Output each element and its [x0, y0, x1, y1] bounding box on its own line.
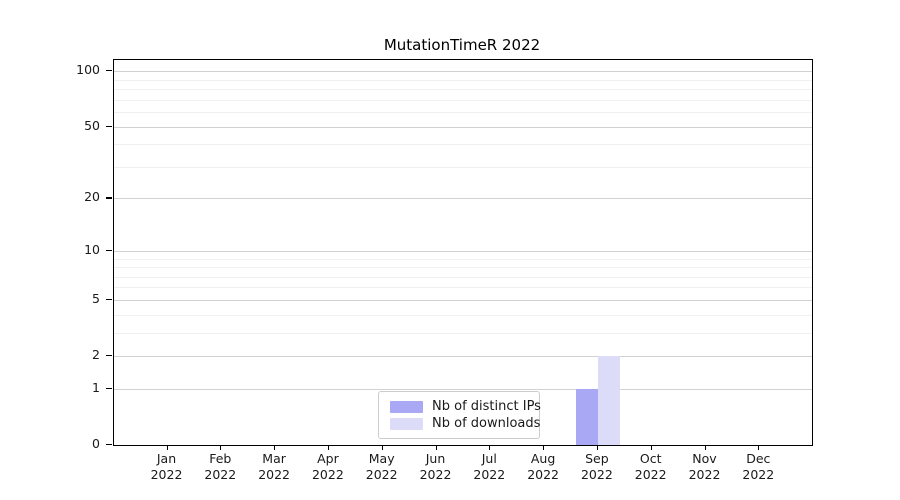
x-tick-label: Nov 2022 [688, 451, 721, 482]
legend-swatch-distinct-ips [390, 400, 423, 413]
gridline-minor [114, 276, 812, 278]
gridline-minor [114, 314, 812, 316]
gridline-minor [114, 267, 812, 268]
legend-label-distinct-ips: Nb of distinct IPs [432, 399, 541, 414]
x-tick-mark [596, 445, 599, 450]
y-tick-mark [106, 197, 112, 199]
y-tick-label: 5 [92, 290, 100, 306]
gridline-minor [114, 166, 812, 168]
y-tick-label: 100 [76, 62, 100, 78]
x-tick-mark [758, 445, 760, 450]
gridline-major [114, 126, 812, 128]
x-tick-label: Feb 2022 [204, 451, 237, 482]
y-tick-mark [106, 249, 112, 251]
gridline-major [114, 71, 812, 73]
y-tick-label: 20 [84, 189, 100, 205]
gridline-major [114, 250, 812, 252]
y-tick-mark [106, 387, 112, 390]
x-tick-mark [166, 445, 168, 450]
x-tick-mark [704, 445, 706, 450]
legend-row-distinct-ips: Nb of distinct IPs [390, 398, 541, 415]
x-tick-mark [220, 445, 222, 450]
bar-nb-of-distinct-ips [575, 388, 598, 445]
y-tick-label: 0 [92, 436, 100, 451]
x-tick-label: Oct 2022 [634, 451, 667, 482]
gridline-minor [114, 144, 812, 146]
bar-nb-of-downloads [597, 356, 620, 445]
legend-swatch-downloads [390, 417, 423, 430]
y-tick-mark [106, 70, 112, 72]
x-tick-label: Dec 2022 [742, 451, 775, 482]
gridline-minor [114, 112, 812, 114]
legend-row-downloads: Nb of downloads [390, 415, 540, 432]
x-tick-label: Aug 2022 [527, 451, 559, 482]
chart-title: MutationTimeR 2022 [383, 36, 541, 54]
y-tick-label: 10 [84, 241, 100, 257]
x-tick-label: Mar 2022 [258, 451, 290, 482]
y-tick-mark [106, 444, 112, 446]
gridline-minor [114, 258, 812, 260]
x-tick-label: Jun 2022 [419, 451, 452, 482]
plot-area [113, 59, 813, 446]
x-tick-mark [274, 445, 276, 450]
y-tick-mark [106, 125, 112, 127]
x-tick-label: Apr 2022 [311, 451, 344, 482]
x-tick-mark [435, 445, 437, 450]
x-tick-mark [543, 445, 545, 450]
gridline-major [114, 356, 812, 357]
x-tick-label: May 2022 [365, 451, 398, 482]
legend: Nb of distinct IPs Nb of downloads [378, 391, 541, 439]
x-tick-label: Jul 2022 [473, 451, 506, 482]
x-tick-mark [381, 445, 383, 450]
x-tick-mark [489, 445, 491, 450]
gridline-minor [114, 332, 812, 334]
x-tick-label: Jan 2022 [150, 451, 183, 482]
legend-label-downloads: Nb of downloads [432, 416, 541, 431]
y-tick-mark [106, 298, 112, 301]
x-tick-mark [327, 445, 330, 450]
gridline-minor [114, 79, 812, 81]
gridline-major [114, 299, 812, 301]
gridline-minor [114, 89, 812, 91]
y-tick-label: 50 [84, 117, 100, 133]
gridline-minor [114, 287, 812, 289]
gridline-minor [114, 99, 812, 101]
y-tick-label: 2 [92, 347, 100, 362]
x-tick-label: Sep 2022 [580, 451, 613, 482]
x-tick-mark [650, 445, 652, 450]
gridline-major [114, 198, 812, 200]
y-tick-mark [106, 355, 112, 357]
gridline-major [114, 388, 812, 390]
y-tick-label: 1 [92, 379, 100, 395]
